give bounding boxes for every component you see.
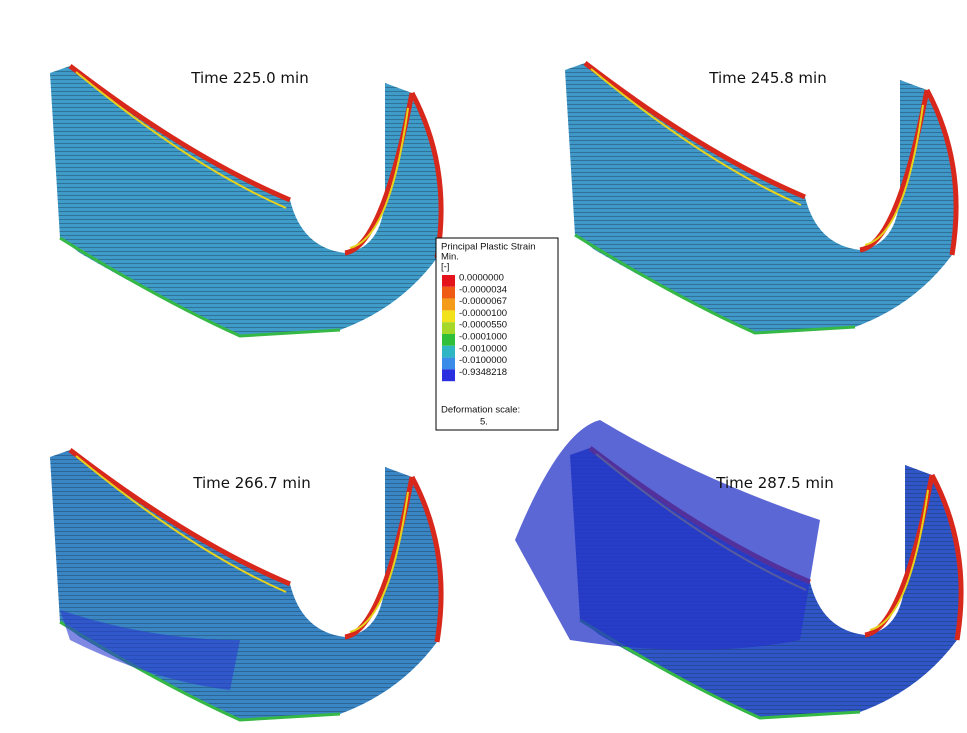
deformation-value: 5. bbox=[480, 417, 488, 428]
time-label: Time 266.7 min bbox=[192, 474, 310, 492]
legend-label: -0.0000100 bbox=[459, 308, 507, 319]
legend-swatch bbox=[442, 299, 455, 311]
legend-label: -0.0010000 bbox=[459, 343, 507, 354]
legend-entries: 0.0000000-0.0000034-0.0000067-0.0000100-… bbox=[442, 273, 507, 382]
legend-swatch bbox=[442, 346, 455, 358]
legend-label: -0.9348218 bbox=[459, 367, 507, 378]
legend-label: -0.0000034 bbox=[459, 284, 507, 295]
legend-label: -0.0000067 bbox=[459, 296, 507, 307]
legend-swatch bbox=[442, 275, 455, 287]
legend-swatch bbox=[442, 287, 455, 299]
legend-label: -0.0100000 bbox=[459, 355, 507, 366]
legend-swatch bbox=[442, 310, 455, 322]
legend-swatch bbox=[442, 334, 455, 346]
time-label: Time 225.0 min bbox=[190, 69, 308, 87]
legend-unit: [-] bbox=[441, 262, 449, 273]
legend-swatch bbox=[442, 322, 455, 334]
legend-swatch bbox=[442, 369, 455, 381]
legend-swatch bbox=[442, 358, 455, 370]
time-label: Time 287.5 min bbox=[715, 474, 833, 492]
strain-render bbox=[50, 66, 441, 336]
time-label: Time 245.8 min bbox=[708, 69, 826, 87]
legend-label: -0.0001000 bbox=[459, 332, 507, 343]
figure: Time 225.0 min Time 245.8 min Time 266.7… bbox=[0, 0, 967, 733]
legend-label: -0.0000550 bbox=[459, 320, 507, 331]
strain-render bbox=[565, 63, 956, 333]
deformation-label: Deformation scale: bbox=[441, 405, 520, 416]
legend-label: 0.0000000 bbox=[459, 273, 504, 284]
strain-zone bbox=[515, 420, 820, 650]
